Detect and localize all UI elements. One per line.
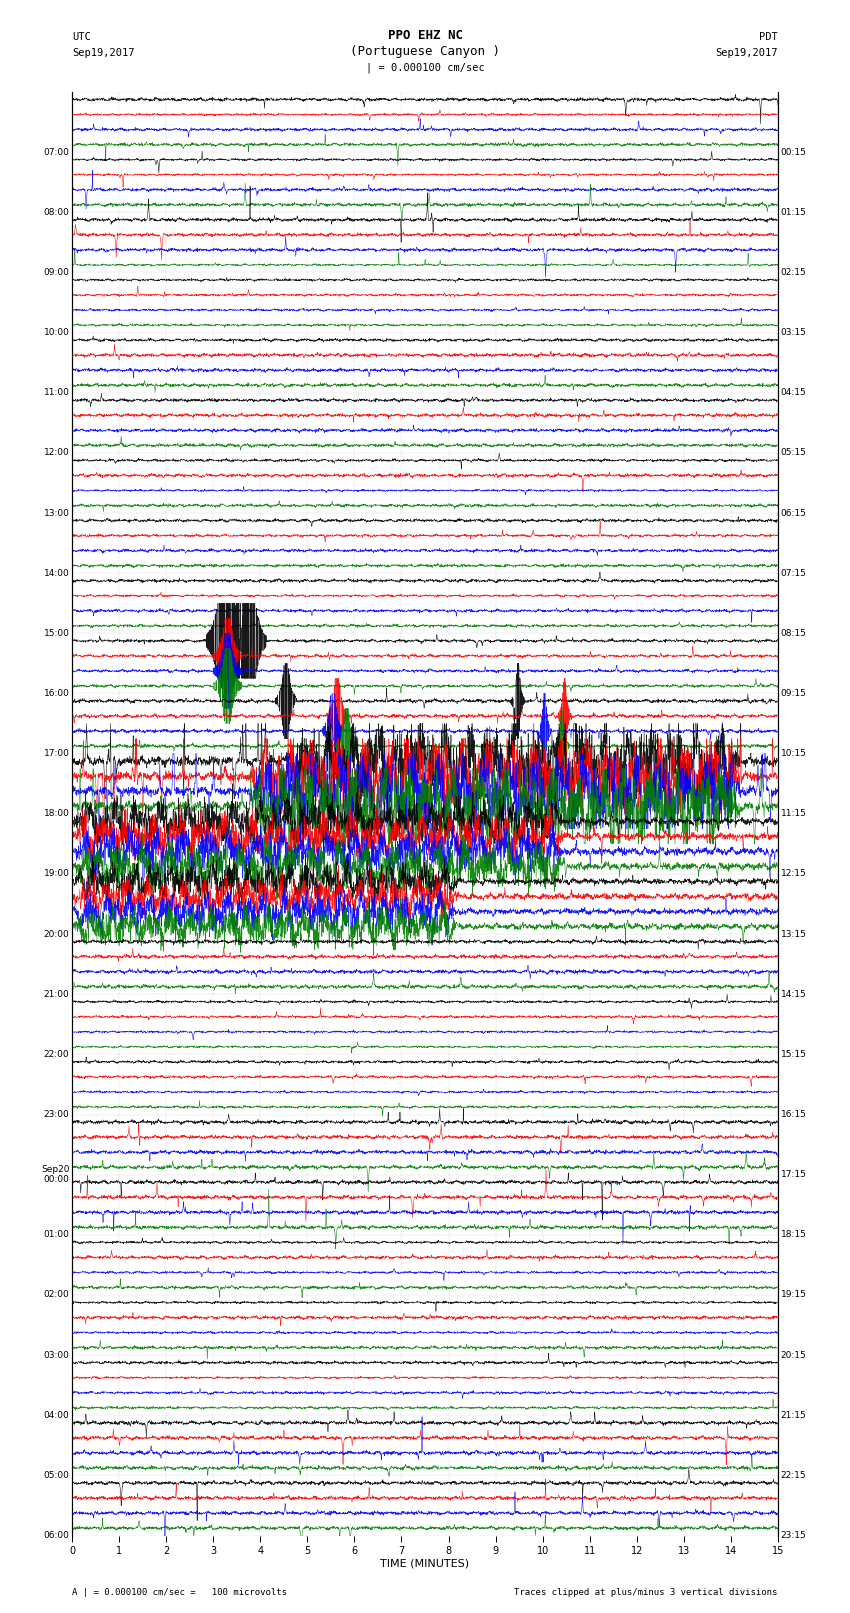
Text: UTC: UTC <box>72 32 91 42</box>
Text: Sep19,2017: Sep19,2017 <box>72 48 135 58</box>
Text: | = 0.000100 cm/sec: | = 0.000100 cm/sec <box>366 61 484 73</box>
Text: PPO EHZ NC: PPO EHZ NC <box>388 29 462 42</box>
Text: Traces clipped at plus/minus 3 vertical divisions: Traces clipped at plus/minus 3 vertical … <box>514 1587 778 1597</box>
Text: (Portuguese Canyon ): (Portuguese Canyon ) <box>350 45 500 58</box>
Text: Sep19,2017: Sep19,2017 <box>715 48 778 58</box>
X-axis label: TIME (MINUTES): TIME (MINUTES) <box>381 1558 469 1569</box>
Text: PDT: PDT <box>759 32 778 42</box>
Text: A | = 0.000100 cm/sec =   100 microvolts: A | = 0.000100 cm/sec = 100 microvolts <box>72 1587 287 1597</box>
